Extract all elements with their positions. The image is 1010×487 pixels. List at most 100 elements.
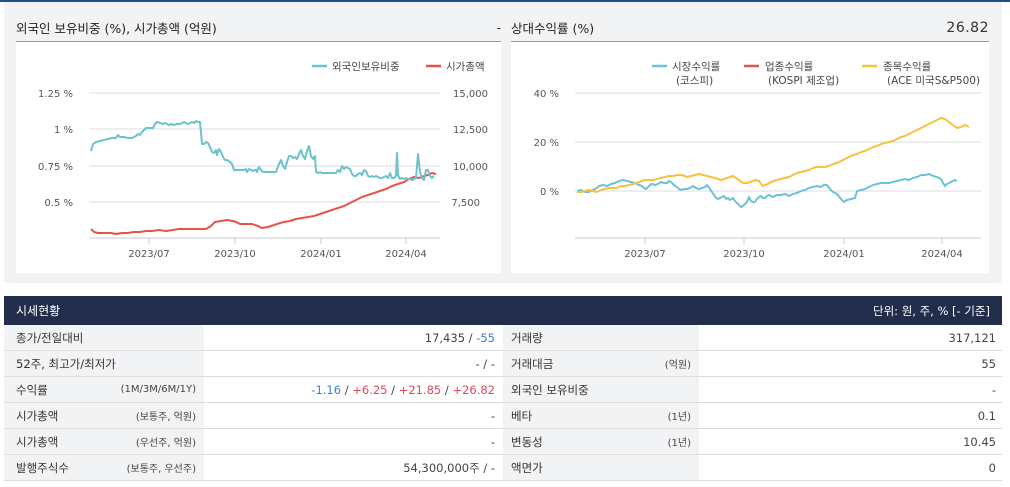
x-tick-label: 2023/10: [723, 249, 765, 260]
row-value: 0: [988, 460, 996, 475]
row-returns: 수익률 (1M/3M/6M/1Y) -1.16 / +6.25 / +21.85 …: [4, 377, 503, 403]
legend-item-market-return[interactable]: 시장수익률 (코스피): [652, 61, 721, 87]
section-title: 시세현황: [16, 304, 61, 318]
x-tick-label: 2024/01: [823, 249, 865, 260]
panel-title: 상대수익률 (%): [511, 21, 595, 36]
row-trading-value: 거래대금 (억원) 55: [503, 351, 1002, 377]
row-label: 52주, 최고가/최저가: [16, 356, 116, 371]
panel-header-value: -: [496, 20, 501, 35]
legend-label: 종목수익률: [883, 61, 932, 73]
row-label: 발행주식수: [16, 460, 69, 475]
chart-svg: 시장수익률 (코스피) 업종수익률 (KOSPI 제조업) 종목수익률 (ACE…: [534, 60, 981, 260]
row-label: 거래량: [511, 330, 543, 345]
price-status-section: 시세현황 단위: 원, 주, % [- 기준] 종가/전일대비 17,435 /…: [4, 296, 1002, 481]
left-column: 종가/전일대비 17,435 / -55 52주, 최고가/최저가 - / - …: [4, 325, 503, 481]
y-tick-label: 1 %: [54, 125, 73, 136]
x-tick-label: 2024/04: [385, 249, 427, 260]
x-tick-label: 2023/10: [214, 249, 256, 260]
row-market-cap-common: 시가총액 (보통주, 억원) -: [4, 403, 503, 429]
y-tick-label: 1.25 %: [38, 89, 73, 100]
row-label: 외국인 보유비중: [511, 382, 589, 397]
legend-label: 시가총액: [446, 61, 485, 73]
row-value: - / -: [475, 356, 496, 371]
legend-item-market-cap[interactable]: 시가총액: [426, 61, 485, 73]
chart-legend: 시장수익률 (코스피) 업종수익률 (KOSPI 제조업) 종목수익률 (ACE…: [652, 60, 980, 87]
row-volume: 거래량 317,121: [503, 325, 1002, 351]
row-sublabel: (1M/3M/6M/1Y): [120, 384, 196, 395]
relative-return-value: 26.82: [946, 19, 989, 36]
unit-note: 단위: 원, 주, % [- 기준]: [873, 303, 990, 318]
row-value: 54,300,000주 / -: [403, 460, 495, 475]
row-value: 55: [981, 356, 996, 371]
x-axis-ticks: [644, 238, 943, 244]
row-value: -: [991, 382, 996, 397]
y-tick-label: 7,500: [451, 198, 480, 209]
row-52week-high-low: 52주, 최고가/최저가 - / -: [4, 351, 503, 377]
y-left-axis-labels: 1.25 % 1 % 0.75 % 0.5 %: [38, 89, 73, 209]
right-column: 거래량 317,121 거래대금 (억원) 55 외국인 보유비중 - 베타 (1년…: [503, 325, 1002, 481]
row-label: 베타: [511, 408, 533, 423]
row-label: 시가총액: [16, 408, 59, 423]
charts-area: 외국인 보유비중 (%), 시가총액 (억원) - 외국인보유비중 시가총액: [4, 2, 1002, 283]
row-value: 317,121: [948, 330, 996, 345]
panel-header: 상대수익률 (%) 26.82: [511, 14, 989, 42]
legend-item-stock-return[interactable]: 종목수익률 (ACE 미국S&P500): [862, 61, 980, 87]
row-value: -: [490, 408, 495, 423]
x-tick-label: 2023/07: [128, 249, 170, 260]
legend-item-foreign-ownership[interactable]: 외국인보유비중: [312, 61, 400, 73]
row-label: 종가/전일대비: [16, 330, 84, 345]
row-value: -1.16 / +6.25 / +21.85 / +26.82: [204, 383, 503, 397]
return-6m: +21.85: [398, 382, 442, 397]
y-tick-label: 0 %: [540, 187, 559, 198]
legend-sublabel: (KOSPI 제조업): [768, 74, 839, 87]
row-label: 수익률: [16, 382, 48, 397]
row-sublabel: (보통주, 우선주): [126, 464, 196, 475]
row-sublabel: (우선주, 억원): [135, 438, 196, 449]
relative-return-panel: 상대수익률 (%) 26.82 시장수익률 (코스피) 업종수익률 (KOSPI…: [507, 2, 999, 283]
foreign-ownership-chart[interactable]: 외국인보유비중 시가총액: [16, 42, 501, 273]
y-right-axis-labels: 15,000 12,500 10,000 7,500: [451, 89, 488, 209]
chart-legend: 외국인보유비중 시가총액: [312, 61, 485, 73]
price-status-header: 시세현황 단위: 원, 주, % [- 기준]: [4, 296, 1002, 325]
legend-label: 외국인보유비중: [332, 61, 400, 73]
x-axis-labels: 2023/07 2023/10 2024/01 2024/04: [624, 249, 963, 260]
market-return-line: [576, 173, 958, 208]
row-sublabel: (억원): [664, 360, 691, 371]
legend-label: 업종수익률: [765, 60, 814, 73]
price-change: -55: [476, 330, 495, 345]
legend-item-sector-return[interactable]: 업종수익률 (KOSPI 제조업): [744, 60, 839, 87]
row-close-change: 종가/전일대비 17,435 / -55: [4, 325, 503, 351]
row-value: 17,435 / -55: [204, 331, 503, 345]
x-tick-label: 2024/01: [300, 249, 342, 260]
x-axis-labels: 2023/07 2023/10 2024/01 2024/04: [128, 249, 427, 260]
separator: /: [341, 382, 353, 397]
stock-return-line: [577, 117, 970, 193]
foreign-ownership-line: [90, 120, 435, 181]
row-shares-outstanding: 발행주식수 (보통주, 우선주) 54,300,000주 / -: [4, 455, 503, 481]
x-axis-ticks: [148, 238, 407, 244]
row-label: 시가총액: [16, 434, 59, 449]
price-status-table: 종가/전일대비 17,435 / -55 52주, 최고가/최저가 - / - …: [4, 325, 1002, 481]
row-sublabel: (보통주, 억원): [135, 412, 196, 423]
return-3m: +6.25: [352, 382, 388, 397]
row-label: 변동성: [511, 434, 543, 449]
return-1y: +26.82: [452, 382, 495, 397]
close-price: 17,435 /: [424, 330, 477, 345]
x-tick-label: 2023/07: [624, 249, 666, 260]
row-value: 0.1: [977, 408, 996, 423]
row-value: 10.45: [963, 434, 996, 449]
y-tick-label: 12,500: [453, 125, 488, 136]
panel-title: 외국인 보유비중 (%), 시가총액 (억원): [16, 21, 217, 36]
relative-return-chart[interactable]: 시장수익률 (코스피) 업종수익률 (KOSPI 제조업) 종목수익률 (ACE…: [511, 42, 989, 273]
y-axis-labels: 40 % 20 % 0 %: [534, 89, 559, 198]
y-tick-label: 10,000: [453, 162, 488, 173]
row-beta: 베타 (1년) 0.1: [503, 403, 1002, 429]
legend-sublabel: (코스피): [676, 75, 713, 87]
gridlines: [575, 92, 981, 239]
row-volatility: 변동성 (1년) 10.45: [503, 429, 1002, 455]
market-cap-line: [90, 172, 437, 235]
y-tick-label: 0.5 %: [44, 198, 73, 209]
row-value: -: [490, 434, 495, 449]
foreign-ownership-panel: 외국인 보유비중 (%), 시가총액 (억원) - 외국인보유비중 시가총액: [4, 2, 501, 283]
row-sublabel: (1년): [667, 438, 691, 449]
